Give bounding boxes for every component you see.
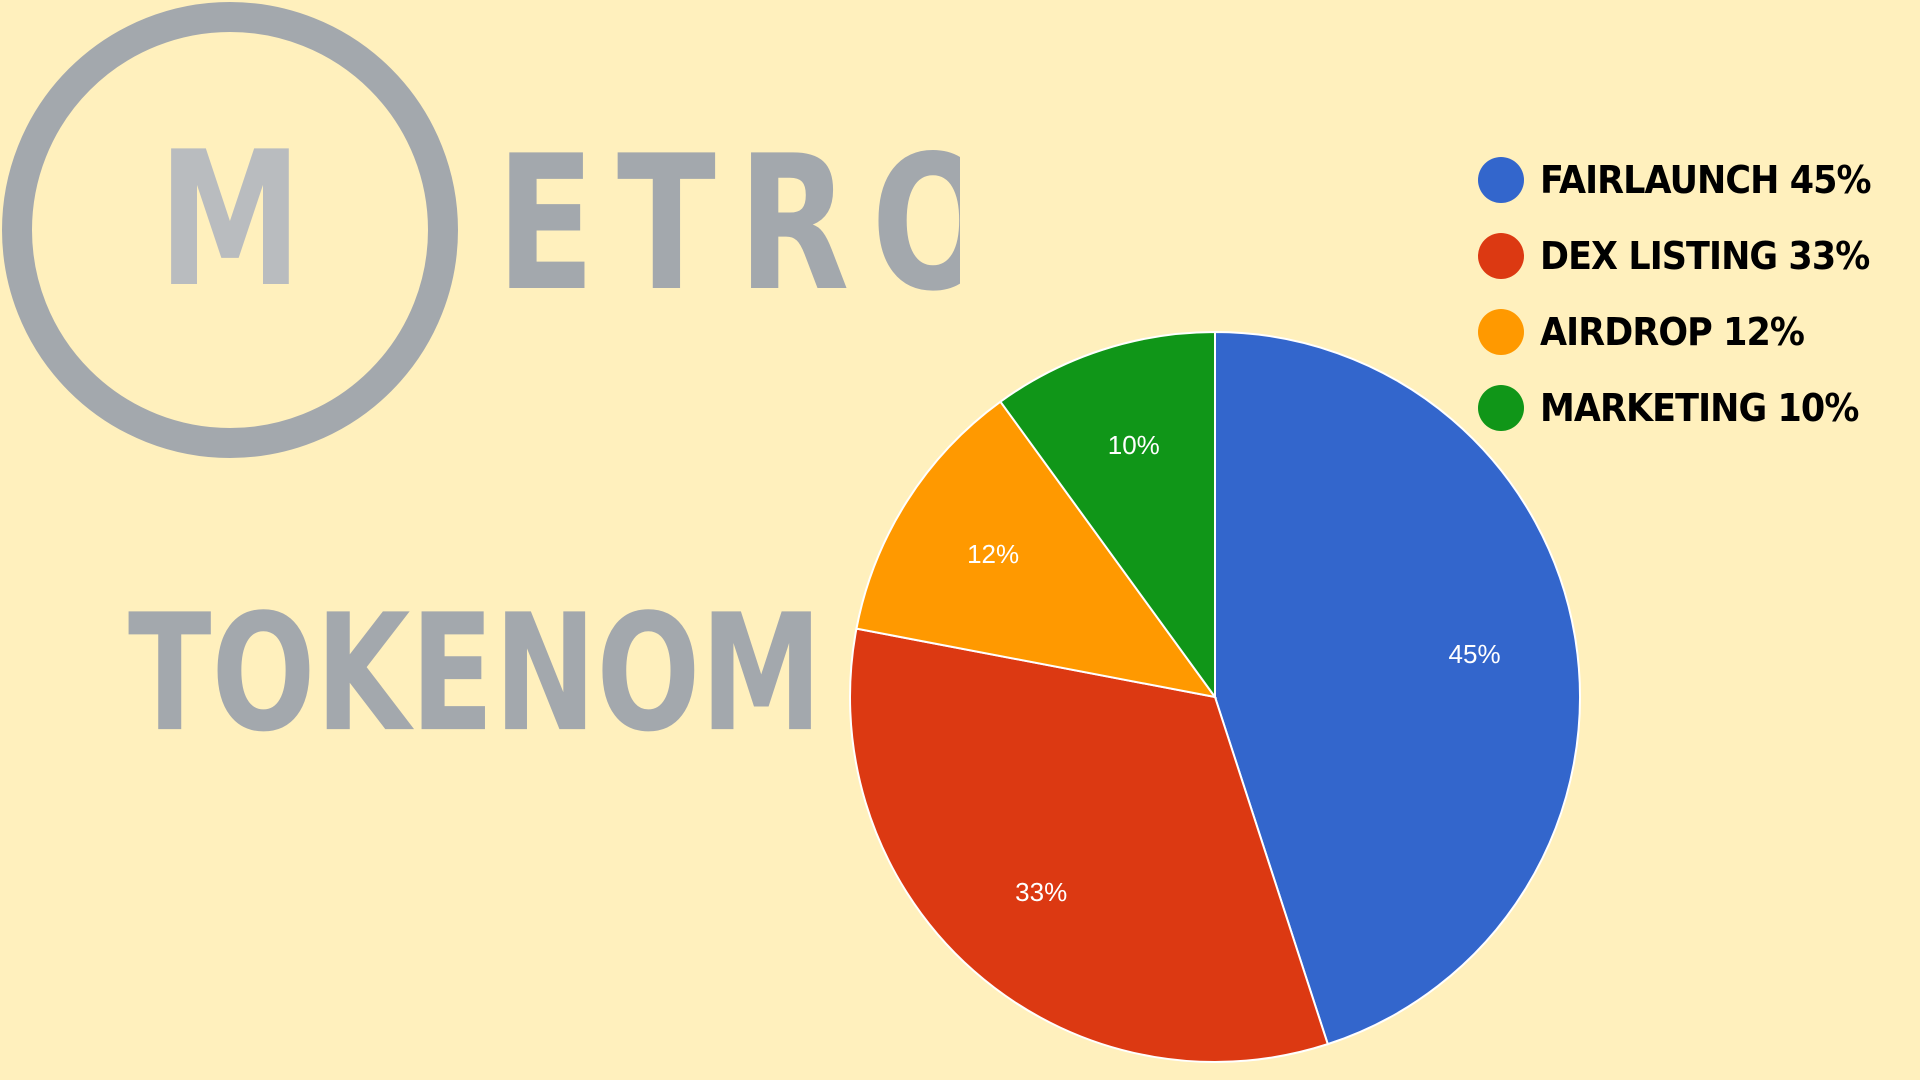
metro-logo: M ETRO <box>2 2 960 458</box>
legend-label: DEX LISTING 33% <box>1540 234 1870 278</box>
heading-container: TOKENOMIC: <box>128 579 820 760</box>
pie-slice-label: 10% <box>1108 430 1160 460</box>
legend-label: MARKETING 10% <box>1540 386 1859 430</box>
chart-legend: FAIRLAUNCH 45% DEX LISTING 33% AIRDROP 1… <box>1478 142 1899 446</box>
logo-letter-m: M <box>158 112 302 328</box>
pie-slice-dex-listing <box>849 627 1330 1063</box>
legend-dot-icon <box>1478 309 1524 355</box>
legend-label: AIRDROP 12% <box>1540 310 1805 354</box>
legend-item-dex-listing: DEX LISTING 33% <box>1478 218 1899 294</box>
heading-title: TOKENOMIC: <box>128 579 820 760</box>
legend-label: FAIRLAUNCH 45% <box>1540 158 1872 202</box>
legend-dot-icon <box>1478 233 1524 279</box>
pie-slice-airdrop <box>855 400 1218 699</box>
pie-slice-label: 12% <box>967 539 1019 569</box>
legend-dot-icon <box>1478 157 1524 203</box>
pie-slice-marketing <box>999 330 1216 701</box>
legend-item-marketing: MARKETING 10% <box>1478 370 1899 446</box>
pie-slice-fairlaunch <box>1214 330 1582 1046</box>
legend-item-airdrop: AIRDROP 12% <box>1478 294 1899 370</box>
pie-slice-label: 45% <box>1449 639 1501 669</box>
legend-dot-icon <box>1478 385 1524 431</box>
pie-slice-label: 33% <box>1015 877 1067 907</box>
logo-wordmark: ETRO <box>496 116 960 332</box>
compass-ring-icon <box>2 2 458 458</box>
legend-item-fairlaunch: FAIRLAUNCH 45% <box>1478 142 1899 218</box>
